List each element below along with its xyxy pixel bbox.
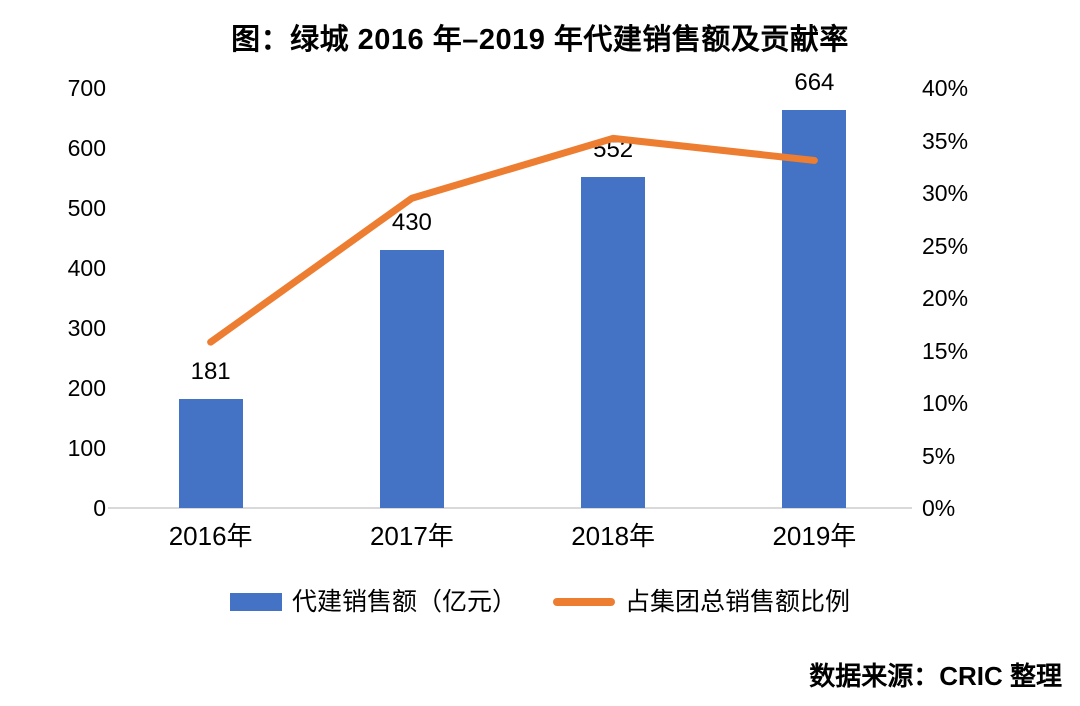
percentage-line — [207, 134, 818, 346]
x-axis-label: 2018年 — [571, 521, 656, 551]
x-axis-label: 2019年 — [772, 521, 857, 551]
bar-value-label: 552 — [593, 135, 634, 163]
right-axis-tick: 15% — [922, 337, 969, 364]
right-axis-tick: 5% — [922, 442, 956, 469]
bar-value-label: 430 — [391, 209, 432, 236]
legend: 代建销售额（亿元） 占集团总销售额比例 — [0, 588, 1080, 616]
legend-spacer — [527, 602, 543, 603]
right-axis-tick: 20% — [922, 285, 969, 311]
left-axis-tick: 400 — [67, 255, 106, 281]
right-axis-tick: 30% — [922, 180, 969, 206]
legend-line-swatch-icon — [553, 598, 615, 606]
left-axis-tick: 700 — [67, 75, 106, 101]
right-axis-tick: 25% — [922, 232, 969, 259]
left-axis-tick: 300 — [67, 315, 106, 341]
bar-2016年 — [178, 399, 243, 508]
bar-2019年 — [782, 109, 847, 508]
legend-bar-swatch-icon — [229, 593, 282, 611]
left-axis-tick: 600 — [67, 135, 106, 161]
bar-value-label: 181 — [190, 358, 231, 386]
x-axis-label: 2017年 — [369, 521, 454, 551]
legend-line-label: 占集团总销售额比例 — [625, 588, 851, 616]
left-axis-tick: 0 — [93, 495, 106, 521]
left-axis-tick: 100 — [67, 435, 106, 461]
right-axis-tick: 0% — [922, 495, 956, 521]
x-axis-line — [108, 507, 912, 509]
source-note: 数据来源：CRIC 整理 — [809, 661, 1062, 691]
bar-2018年 — [581, 176, 646, 508]
bar-value-label: 664 — [794, 68, 835, 96]
legend-bar-label: 代建销售额（亿元） — [291, 588, 517, 616]
right-axis-tick: 35% — [922, 127, 969, 154]
chart-title: 图：绿城 2016 年–2019 年代建销售额及贡献率 — [231, 24, 849, 56]
left-axis-tick: 500 — [67, 195, 106, 221]
bar-2017年 — [379, 250, 444, 508]
right-axis-tick: 40% — [922, 75, 969, 101]
x-axis-label: 2016年 — [168, 521, 253, 551]
right-axis-tick: 10% — [922, 390, 969, 416]
left-axis-tick: 200 — [67, 375, 106, 401]
